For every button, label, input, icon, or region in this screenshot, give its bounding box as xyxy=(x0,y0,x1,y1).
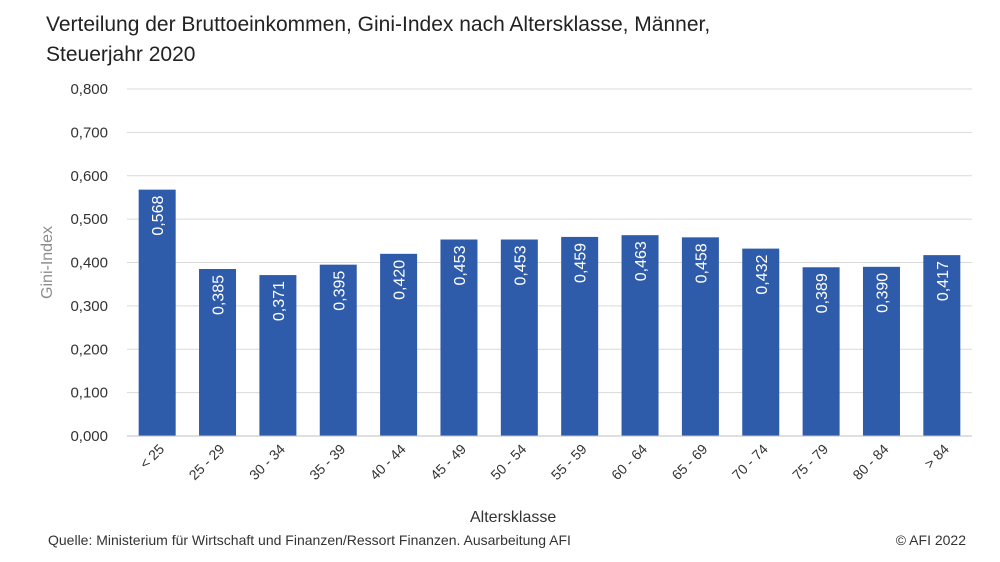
bar-data-label: 0,385 xyxy=(211,275,228,315)
y-tick-label: 0,700 xyxy=(70,124,108,141)
x-axis-label: Altersklasse xyxy=(470,509,557,526)
bar xyxy=(259,275,297,436)
bar xyxy=(923,255,961,436)
bar xyxy=(319,264,357,436)
y-tick-label: 0,400 xyxy=(70,255,108,272)
bar xyxy=(862,266,900,436)
x-tick-label: 45 - 49 xyxy=(427,441,469,483)
bar xyxy=(621,235,659,436)
bar-data-label: 0,389 xyxy=(814,273,831,313)
x-tick-label: 50 - 54 xyxy=(487,441,529,483)
bar xyxy=(561,236,599,436)
x-tick-label: 75 - 79 xyxy=(789,441,831,483)
x-tick-label: 55 - 59 xyxy=(548,441,590,483)
chart-title-line-2: Steuerjahr 2020 xyxy=(46,43,196,66)
x-tick-label: > 84 xyxy=(921,441,952,472)
y-tick-label: 0,800 xyxy=(70,81,108,98)
bar xyxy=(742,248,780,436)
x-tick-label: 60 - 64 xyxy=(608,441,650,483)
bar-data-label: 0,463 xyxy=(633,241,650,281)
bar xyxy=(380,253,418,436)
y-tick-label: 0,000 xyxy=(70,428,108,445)
x-tick-label: 35 - 39 xyxy=(306,441,348,483)
copyright-note: © AFI 2022 xyxy=(895,532,966,548)
x-tick-label: 40 - 44 xyxy=(367,441,409,483)
y-tick-label: 0,500 xyxy=(70,211,108,228)
bar xyxy=(138,189,176,436)
y-tick-label: 0,600 xyxy=(70,168,108,185)
x-tick-label: 30 - 34 xyxy=(246,441,288,483)
bar-data-label: 0,453 xyxy=(512,245,529,285)
source-note: Quelle: Ministerium für Wirtschaft und F… xyxy=(48,532,571,548)
bar-data-label: 0,453 xyxy=(452,245,469,285)
bar-data-label: 0,432 xyxy=(754,255,771,295)
y-axis-title: Gini-Index xyxy=(39,226,56,299)
y-tick-label: 0,300 xyxy=(70,298,108,315)
bar-data-label: 0,458 xyxy=(693,243,710,283)
y-tick-label: 0,100 xyxy=(70,385,108,402)
x-tick-label: 80 - 84 xyxy=(849,441,891,483)
bar xyxy=(500,239,538,436)
bar xyxy=(802,267,840,436)
chart-title: Verteilung der Bruttoeinkommen, Gini-Ind… xyxy=(46,10,946,70)
bar-data-label: 0,568 xyxy=(150,196,167,236)
bar-data-label: 0,420 xyxy=(392,260,409,300)
x-tick-label: 70 - 74 xyxy=(729,441,771,483)
bar xyxy=(440,239,478,436)
y-tick-label: 0,200 xyxy=(70,341,108,358)
x-tick-label: < 25 xyxy=(136,441,167,472)
bar-data-label: 0,459 xyxy=(573,243,590,283)
bar xyxy=(681,237,719,436)
bar xyxy=(199,269,237,436)
x-tick-label: 65 - 69 xyxy=(668,441,710,483)
chart-title-line-1: Verteilung der Bruttoeinkommen, Gini-Ind… xyxy=(46,13,711,36)
bar-data-label: 0,390 xyxy=(874,273,891,313)
x-tick-label: 25 - 29 xyxy=(186,441,228,483)
bar-data-label: 0,371 xyxy=(271,281,288,321)
bar-data-label: 0,395 xyxy=(331,271,348,311)
bar-data-label: 0,417 xyxy=(935,261,952,301)
